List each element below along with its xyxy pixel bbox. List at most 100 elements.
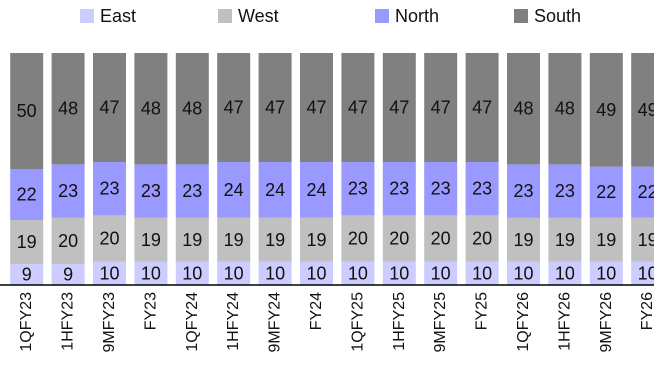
x-tick-label-fy25: FY25: [474, 292, 491, 330]
bar-south-fy23: [134, 53, 168, 165]
data-label-north-1hfy24: 24: [224, 180, 244, 200]
bar-south-1hfy24: [217, 53, 251, 162]
bar-west-fy24: [300, 217, 333, 262]
data-label-south-1qfy23: 50: [17, 101, 37, 121]
legend-swatch-west: [218, 9, 232, 23]
data-label-west-9mfy23: 20: [99, 229, 119, 249]
bar-west-fy26: [631, 217, 654, 262]
data-label-north-fy23: 23: [141, 181, 161, 201]
bar-south-9mfy24: [258, 53, 292, 162]
data-label-north-fy25: 23: [472, 179, 492, 199]
data-label-south-9mfy23: 47: [99, 98, 119, 118]
data-label-south-1hfy24: 47: [224, 98, 244, 118]
bar-east-1hfy24: [217, 261, 251, 285]
data-label-east-9mfy24: 10: [265, 263, 285, 283]
data-label-west-1qfy26: 19: [513, 230, 533, 250]
bar-south-fy24: [300, 53, 333, 162]
bar-north-fy25: [465, 162, 499, 216]
data-label-south-fy23: 48: [141, 99, 161, 119]
bar-north-fy26: [631, 166, 654, 218]
data-label-east-9mfy26: 10: [596, 263, 616, 283]
bar-north-fy23: [134, 164, 168, 218]
bar-west-1qfy23: [10, 220, 44, 265]
bar-east-fy24: [300, 261, 333, 285]
plot-area: 9 19 22 50 9 20 23 48 10 20 23 47 10 19 23 48 10 19 23 48 10…: [10, 53, 654, 285]
bar-east-1hfy26: [548, 261, 582, 285]
x-tick-label-9mfy25: 9MFY25: [432, 292, 449, 353]
bar-west-1hfy23: [51, 217, 85, 265]
data-label-north-9mfy26: 22: [596, 182, 616, 202]
x-tick-label-1qfy26: 1QFY26: [515, 292, 532, 352]
bar-south-1qfy23: [10, 53, 44, 169]
x-tick-label-1qfy24: 1QFY24: [184, 292, 201, 352]
x-tick-label-9mfy23: 9MFY23: [101, 292, 118, 353]
bar-south-1hfy23: [51, 53, 85, 165]
data-label-west-fy25: 20: [472, 229, 492, 249]
bar-east-9mfy26: [589, 261, 623, 285]
data-label-east-fy25: 10: [472, 263, 492, 283]
legend: East West North South: [80, 6, 581, 26]
data-label-west-fy24: 19: [306, 230, 326, 250]
bar-south-1qfy25: [341, 53, 375, 162]
data-label-north-fy24: 24: [306, 180, 326, 200]
bar-south-9mfy26: [589, 53, 623, 167]
bar-east-9mfy23: [93, 261, 126, 285]
x-tick-label-1hfy25: 1HFY25: [391, 292, 408, 351]
data-label-south-1qfy24: 48: [182, 99, 202, 119]
data-label-south-1qfy25: 47: [348, 98, 368, 118]
data-label-south-fy24: 47: [306, 98, 326, 118]
data-label-west-1hfy26: 19: [555, 230, 575, 250]
data-label-north-fy26: 22: [638, 182, 654, 202]
bar-north-1hfy23: [51, 164, 85, 218]
bar-north-1qfy25: [341, 162, 375, 216]
bar-north-9mfy25: [424, 162, 458, 216]
bar-west-1qfy26: [507, 217, 540, 262]
x-axis-tick-labels: 1QFY23 1HFY23 9MFY23 FY23 1QFY24 1HFY24 9MFY24…: [18, 292, 654, 353]
data-label-south-1hfy25: 47: [389, 98, 409, 118]
data-label-south-9mfy26: 49: [596, 100, 616, 120]
bar-east-9mfy24: [258, 261, 292, 285]
data-label-north-1hfy26: 23: [555, 181, 575, 201]
bar-south-9mfy25: [424, 53, 458, 162]
data-label-west-9mfy24: 19: [265, 230, 285, 250]
x-tick-label-1qfy23: 1QFY23: [18, 292, 35, 352]
bar-north-1hfy26: [548, 164, 582, 218]
bar-west-1qfy25: [341, 215, 375, 262]
data-label-west-1hfy25: 20: [389, 229, 409, 249]
bar-north-9mfy24: [258, 162, 292, 218]
x-tick-label-1hfy23: 1HFY23: [60, 292, 77, 351]
data-label-west-1qfy25: 20: [348, 229, 368, 249]
legend-swatch-south: [514, 9, 528, 23]
data-label-east-9mfy23: 10: [99, 263, 119, 283]
data-label-south-1hfy26: 48: [555, 99, 575, 119]
bar-west-9mfy24: [258, 217, 292, 262]
bar-east-fy26: [631, 261, 654, 285]
bar-north-1qfy23: [10, 169, 44, 220]
data-label-south-9mfy25: 47: [431, 98, 451, 118]
x-tick-label-fy26: FY26: [639, 292, 654, 330]
data-label-west-1hfy24: 19: [224, 230, 244, 250]
bar-north-fy24: [300, 162, 333, 218]
bar-west-1qfy24: [175, 217, 209, 262]
data-label-north-1qfy23: 22: [17, 185, 37, 205]
x-tick-label-fy23: FY23: [142, 292, 159, 330]
legend-label-north: North: [395, 6, 439, 26]
bar-east-1qfy24: [175, 261, 209, 285]
data-label-west-9mfy26: 19: [596, 230, 616, 250]
x-tick-label-9mfy24: 9MFY24: [267, 292, 284, 353]
bar-north-1qfy24: [175, 164, 209, 218]
bar-west-9mfy26: [589, 217, 623, 262]
data-label-west-fy26: 19: [638, 230, 654, 250]
bar-east-9mfy25: [424, 261, 458, 285]
data-label-south-9mfy24: 47: [265, 98, 285, 118]
data-label-north-9mfy24: 24: [265, 180, 285, 200]
data-label-east-1hfy25: 10: [389, 263, 409, 283]
x-tick-label-1qfy25: 1QFY25: [349, 292, 366, 352]
legend-swatch-east: [80, 9, 94, 23]
bar-south-9mfy23: [93, 53, 126, 162]
bar-south-1qfy24: [175, 53, 209, 165]
data-label-west-9mfy25: 20: [431, 229, 451, 249]
legend-label-east: East: [100, 6, 136, 26]
data-label-south-1hfy23: 48: [58, 99, 78, 119]
